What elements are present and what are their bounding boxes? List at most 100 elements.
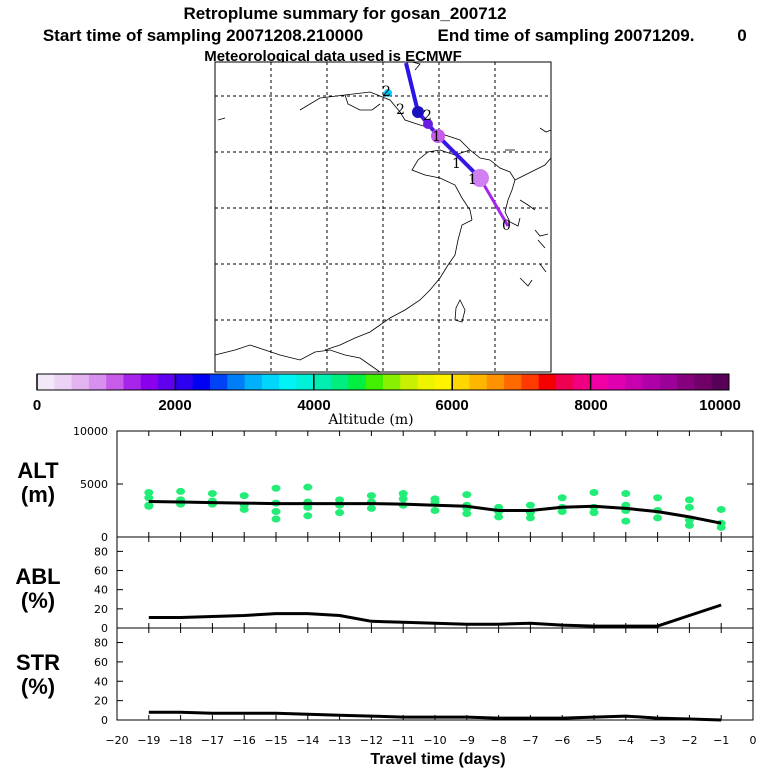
- str-y-tick-label: 0: [101, 714, 108, 727]
- alt-scatter-point: [557, 508, 567, 516]
- x-tick-label: 0: [750, 734, 757, 747]
- abl-y-tick-label: 80: [94, 545, 108, 558]
- colorbar-cell: [521, 374, 540, 390]
- colorbar-cell: [383, 374, 401, 390]
- alt-scatter-point: [430, 495, 440, 503]
- alt-scatter-point: [684, 521, 694, 529]
- abl-panel-unit: (%): [21, 588, 55, 613]
- str-panel-frame: [116, 627, 754, 721]
- x-axis-title: Travel time (days): [370, 751, 505, 768]
- alt-scatter-point: [144, 494, 154, 502]
- alt-scatter-point: [462, 491, 472, 499]
- alt-panel-unit: (m): [21, 482, 55, 507]
- alt-scatter-point: [207, 490, 217, 498]
- x-tick-label: −4: [618, 734, 634, 747]
- alt-scatter-point: [303, 503, 313, 511]
- alt-scatter-point: [239, 505, 249, 513]
- colorbar-cell: [296, 374, 315, 390]
- x-tick-label: −6: [554, 734, 570, 747]
- str-y-tick-label: 40: [94, 675, 108, 688]
- alt-y-tick-label: 10000: [73, 425, 108, 438]
- colorbar-cell: [573, 374, 591, 390]
- colorbar-cell: [227, 374, 245, 390]
- abl-y-tick-label: 20: [94, 603, 108, 616]
- alt-scatter-point: [430, 507, 440, 514]
- x-tick-label: −7: [522, 734, 538, 747]
- alt-y-tick-label: 5000: [80, 478, 108, 491]
- str-panel: 0 20 40 60 80: [94, 627, 754, 727]
- alt-scatter-point: [303, 483, 313, 491]
- colorbar-cell: [244, 374, 263, 390]
- alt-scatter-point: [621, 490, 631, 498]
- alt-scatter-point: [366, 504, 376, 512]
- colorbar-cell: [261, 374, 280, 390]
- colorbar-cell: [625, 374, 643, 390]
- alt-scatter-point: [271, 508, 281, 516]
- x-tick-label: −12: [360, 734, 383, 747]
- colorbar-cell: [590, 374, 609, 390]
- colorbar-cell: [348, 374, 367, 390]
- map-frame: [214, 61, 552, 373]
- colorbar-tick-label: 6000: [435, 397, 468, 414]
- day-label: 1: [432, 129, 441, 145]
- end-time-label: End time of sampling 20071209.: [438, 26, 695, 45]
- alt-panel: 0 5000 10000: [73, 425, 754, 544]
- colorbar-tick-labels: 0 2000 4000 6000 8000 10000: [33, 397, 741, 414]
- colorbar-cell: [175, 374, 194, 390]
- alt-scatter-point: [271, 515, 281, 523]
- day-label: 2: [382, 84, 391, 100]
- figure-title: Retroplume summary for gosan_200712: [183, 4, 506, 23]
- alt-scatter-point: [525, 514, 535, 522]
- colorbar-cell: [659, 374, 678, 390]
- alt-scatter-point: [144, 502, 154, 510]
- alt-scatter-point: [398, 490, 408, 498]
- colorbar-cell: [504, 374, 522, 390]
- abl-y-tick-label: 60: [94, 565, 108, 578]
- abl-panel-label: ABL: [15, 564, 60, 589]
- day-label: 1: [452, 156, 461, 172]
- colorbar-cell: [556, 374, 574, 390]
- x-tick-label: −19: [137, 734, 160, 747]
- colorbar-axis-label: Altitude (m): [327, 412, 413, 428]
- x-tick-label: −20: [105, 734, 128, 747]
- day-label: 2: [423, 108, 432, 124]
- x-tick-label: −2: [681, 734, 697, 747]
- x-tick-label: −8: [490, 734, 506, 747]
- x-axis-tick-labels: −20 −19 −18 −17 −16 −15 −14 −13 −12 −11 −10 −9 −8 −7−…: [105, 734, 756, 747]
- alt-scatter-point: [176, 487, 186, 495]
- alt-scatter-point: [557, 494, 567, 502]
- abl-series-line: [148, 603, 722, 628]
- colorbar-cell: [158, 374, 176, 390]
- x-tick-label: −16: [233, 734, 256, 747]
- colorbar-cell: [711, 374, 730, 390]
- alt-scatter-point: [621, 517, 631, 525]
- day-label: 2: [396, 102, 405, 118]
- met-data-label: Meteorological data used is ECMWF: [204, 48, 462, 65]
- alt-scatter-point: [589, 488, 599, 496]
- colorbar-cell: [88, 374, 107, 390]
- x-tick-label: −15: [264, 734, 287, 747]
- trajectory-point: [384, 89, 392, 97]
- colorbar-cell: [123, 374, 142, 390]
- colorbar-cell: [279, 374, 297, 390]
- x-tick-label: −3: [649, 734, 665, 747]
- x-tick-label: −11: [392, 734, 415, 747]
- str-y-tick-label: 80: [94, 637, 108, 650]
- abl-y-tick-label: 40: [94, 584, 108, 597]
- trajectory-segment-3: [436, 134, 482, 180]
- colorbar-cell: [469, 374, 488, 390]
- alt-panel-label: ALT: [17, 458, 59, 483]
- start-time-label: Start time of sampling 20071208.210000: [43, 26, 363, 45]
- alt-scatter-point: [684, 503, 694, 511]
- trajectory-point: [423, 119, 433, 129]
- colorbar-cell: [434, 374, 453, 390]
- colorbar-cell: [331, 374, 349, 390]
- alt-scatter-point: [239, 492, 249, 500]
- trajectory-day-labels: 2 2 2 1 1 1 0: [382, 84, 511, 234]
- altitude-colorbar: 0 2000 4000 6000 8000 10000 Altitude (m): [33, 373, 741, 428]
- colorbar-cell: [210, 374, 228, 390]
- alt-scatter-point: [335, 509, 345, 517]
- colorbar-cell: [452, 374, 470, 390]
- alt-y-tick-label: 0: [101, 531, 108, 544]
- colorbar-cell: [71, 374, 90, 390]
